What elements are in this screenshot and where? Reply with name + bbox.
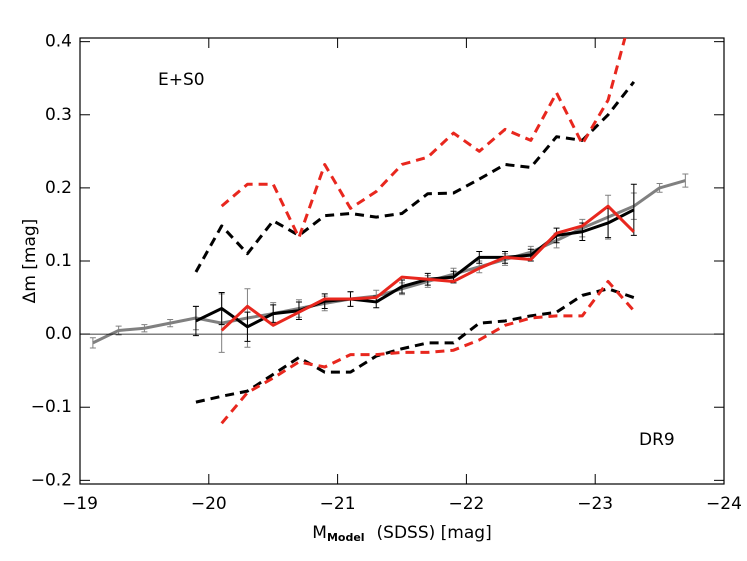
x-tick-label: −22 — [448, 494, 484, 514]
x-tick-label: −24 — [706, 494, 742, 514]
x-tick-label: −21 — [320, 494, 356, 514]
series — [195, 287, 635, 404]
annotation: E+S0 — [158, 70, 205, 90]
y-tick-label: 0.1 — [45, 251, 72, 271]
line — [92, 179, 686, 345]
y-tick-label: −0.1 — [31, 397, 72, 417]
y-tick-label: 0.4 — [45, 32, 72, 52]
x-tick-label: −20 — [191, 494, 227, 514]
y-tick-label: 0.0 — [45, 324, 72, 344]
dashed-line — [220, 38, 627, 240]
x-axis-label: MModel (SDSS) [mag] — [312, 523, 491, 544]
x-label-main: M — [312, 523, 327, 543]
x-label-rest: (SDSS) [mag] — [377, 523, 492, 543]
y-tick-label: 0.2 — [45, 178, 72, 198]
series — [192, 183, 637, 342]
x-tick-label: −19 — [62, 494, 98, 514]
dashed-line — [220, 279, 635, 425]
error-bar — [682, 173, 689, 188]
series — [220, 279, 635, 425]
x-tick-label: −23 — [577, 494, 613, 514]
plot-area — [89, 38, 689, 425]
y-axis-label: Δm [mag] — [20, 219, 40, 304]
line — [195, 208, 635, 329]
y-tick-label: 0.3 — [45, 105, 72, 125]
y-tick-label: −0.2 — [31, 470, 72, 490]
dashed-line — [194, 80, 636, 273]
series — [89, 173, 689, 353]
dashed-line — [195, 287, 635, 404]
line — [220, 204, 635, 332]
series — [194, 80, 636, 273]
series — [220, 204, 635, 332]
series — [220, 38, 627, 240]
annotation: DR9 — [639, 430, 675, 450]
x-label-sub: Model — [327, 531, 365, 544]
plot-frame — [79, 37, 725, 485]
